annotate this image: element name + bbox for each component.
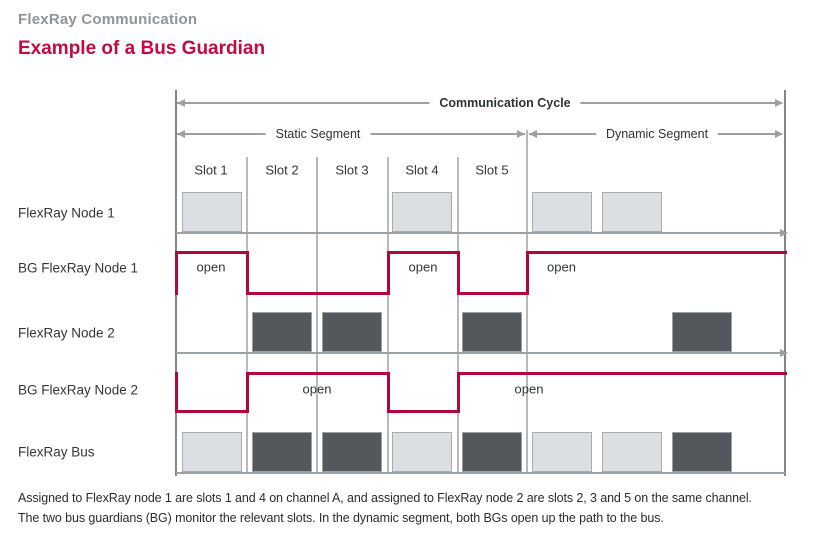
guardian-open-line-bg2 [457,372,787,375]
row-baseline-node1 [176,232,780,234]
timing-block-node2-s5 [462,312,522,352]
slot-label-3: Slot 3 [335,162,369,178]
slot-gridline [387,157,389,473]
slot-label-1: Slot 1 [194,162,228,178]
guardian-edge-bg1 [457,251,460,295]
arrowhead-left-icon [177,130,185,138]
guardian-closed-line-bg2 [387,410,459,413]
guardian-open-line-bg2 [246,372,389,375]
caption-line-1: Assigned to FlexRay node 1 are slots 1 a… [18,491,752,505]
guardian-closed-line-bg1 [246,292,389,295]
row-label-flexray-bus: FlexRay Bus [18,444,95,460]
timing-block-bus-d3 [672,432,732,472]
row-label-flexray-node-2: FlexRay Node 2 [18,325,115,341]
timing-block-bus-s2 [252,432,312,472]
row-label-flexray-node-1: FlexRay Node 1 [18,205,115,221]
arrowhead-right-icon [775,130,783,138]
open-label-bg1-2: open [408,259,438,275]
slot-label-4: Slot 4 [405,162,439,178]
timing-block-node1-d1 [532,192,592,232]
open-label-bg2-2: open [514,381,544,397]
timing-block-node1-s1 [182,192,242,232]
guardian-edge-bg2 [246,372,249,413]
guardian-open-line-bg1 [175,251,248,254]
slot-label-5: Slot 5 [475,162,509,178]
timing-block-node2-d3 [672,312,732,352]
timing-block-bus-d2 [602,432,662,472]
timing-block-node1-s4 [392,192,452,232]
segment-span-label: Static Segment [265,127,371,141]
segment-boundary-line [784,90,786,476]
row-label-bg-flexray-node-1: BG FlexRay Node 1 [18,260,139,276]
timing-block-node1-d2 [602,192,662,232]
arrowhead-left-icon [529,130,537,138]
row-baseline-node2 [176,352,780,354]
slot-gridline [316,157,318,473]
guardian-edge-bg1 [526,251,529,295]
page-kicker: FlexRay Communication [18,11,198,28]
timing-block-node2-s2 [252,312,312,352]
segment-span-label: Dynamic Segment [595,127,719,141]
guardian-open-line-bg1 [387,251,459,254]
timing-block-bus-s5 [462,432,522,472]
timing-block-node2-s3 [322,312,382,352]
guardian-edge-bg1 [387,251,390,295]
timing-block-bus-d1 [532,432,592,472]
arrowhead-right-icon [517,130,525,138]
row-label-bg-flexray-node-2: BG FlexRay Node 2 [18,382,139,398]
page-title: Example of a Bus Guardian [18,38,266,59]
timing-block-bus-s1 [182,432,242,472]
open-label-bg1-1: open [196,259,226,275]
guardian-closed-line-bg1 [457,292,528,295]
baseline-arrowhead-icon [780,229,788,237]
guardian-open-line-bg1 [526,251,787,254]
slot-gridline [457,157,459,473]
guardian-edge-bg1 [246,251,249,295]
timing-block-bus-s4 [392,432,452,472]
slot-gridline [526,130,528,473]
arrowhead-left-icon [177,99,185,107]
open-label-bg2-1: open [302,381,332,397]
segment-span-label: Communication Cycle [429,96,581,110]
slot-label-2: Slot 2 [265,162,299,178]
timing-block-bus-s3 [322,432,382,472]
guardian-edge-bg2 [457,372,460,413]
slot-gridline [246,157,248,473]
open-label-bg1-3: open [547,259,576,275]
row-baseline-bus [176,472,785,474]
guardian-edge-bg1 [175,251,178,295]
guardian-closed-line-bg2 [175,410,248,413]
guardian-edge-bg2 [175,372,178,413]
baseline-arrowhead-icon [780,349,788,357]
caption-line-2: The two bus guardians (BG) monitor the r… [18,511,664,525]
arrowhead-right-icon [775,99,783,107]
guardian-edge-bg2 [387,372,390,413]
